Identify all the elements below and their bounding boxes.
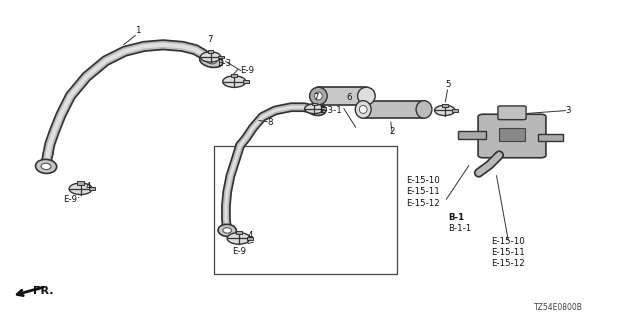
Text: E-15-10: E-15-10 [492, 237, 525, 246]
Ellipse shape [218, 224, 236, 236]
Text: FR.: FR. [33, 286, 54, 296]
FancyBboxPatch shape [89, 187, 95, 190]
Text: 1: 1 [135, 26, 140, 35]
Text: E-15-12: E-15-12 [406, 199, 440, 208]
FancyBboxPatch shape [321, 108, 326, 110]
Text: E-9: E-9 [63, 196, 77, 204]
Bar [319, 87, 366, 105]
FancyBboxPatch shape [452, 109, 458, 112]
Text: 3: 3 [566, 106, 571, 115]
Text: 6: 6 [346, 93, 351, 102]
Circle shape [200, 52, 221, 62]
FancyBboxPatch shape [218, 56, 223, 58]
Text: 5: 5 [445, 80, 451, 89]
Text: E-9: E-9 [232, 247, 246, 256]
Bar [458, 131, 486, 139]
Text: E-15-10: E-15-10 [406, 176, 440, 185]
Ellipse shape [200, 54, 223, 68]
Ellipse shape [310, 87, 327, 105]
Text: E-15-12: E-15-12 [492, 260, 525, 268]
Text: E-3: E-3 [218, 60, 232, 68]
Text: 8: 8 [268, 118, 273, 127]
Bar [214, 146, 397, 274]
Circle shape [305, 104, 324, 114]
Ellipse shape [206, 58, 216, 64]
Text: 2: 2 [390, 127, 395, 136]
Ellipse shape [223, 228, 232, 233]
FancyBboxPatch shape [312, 103, 317, 105]
Text: E-9: E-9 [240, 66, 254, 75]
Ellipse shape [416, 100, 432, 118]
Text: B-1: B-1 [448, 213, 464, 222]
Ellipse shape [355, 100, 371, 118]
Circle shape [435, 105, 455, 116]
Circle shape [223, 76, 246, 87]
Text: TZ54E0800B: TZ54E0800B [534, 303, 583, 312]
FancyBboxPatch shape [208, 51, 213, 53]
Text: 4: 4 [248, 231, 253, 240]
Text: 7: 7 [207, 36, 212, 44]
Ellipse shape [308, 103, 326, 116]
Text: 4: 4 [85, 182, 91, 191]
Bar [538, 134, 563, 141]
FancyBboxPatch shape [478, 114, 546, 158]
FancyBboxPatch shape [231, 74, 237, 77]
Ellipse shape [312, 107, 321, 112]
Text: E-3-1: E-3-1 [319, 106, 342, 115]
FancyBboxPatch shape [442, 104, 447, 107]
Text: B-1-1: B-1-1 [448, 224, 471, 233]
Ellipse shape [359, 106, 367, 113]
FancyBboxPatch shape [77, 181, 84, 185]
Ellipse shape [41, 163, 51, 170]
Ellipse shape [35, 159, 57, 173]
Bar [364, 100, 424, 118]
Bar [499, 128, 525, 141]
FancyBboxPatch shape [243, 80, 249, 83]
FancyBboxPatch shape [236, 231, 242, 234]
FancyBboxPatch shape [247, 237, 253, 240]
Text: E-15-11: E-15-11 [406, 188, 440, 196]
Circle shape [69, 183, 92, 195]
Text: E-15-11: E-15-11 [492, 248, 525, 257]
Ellipse shape [314, 92, 323, 100]
FancyBboxPatch shape [498, 106, 526, 120]
Circle shape [227, 233, 250, 244]
Ellipse shape [358, 87, 375, 105]
Text: 7: 7 [314, 93, 319, 102]
